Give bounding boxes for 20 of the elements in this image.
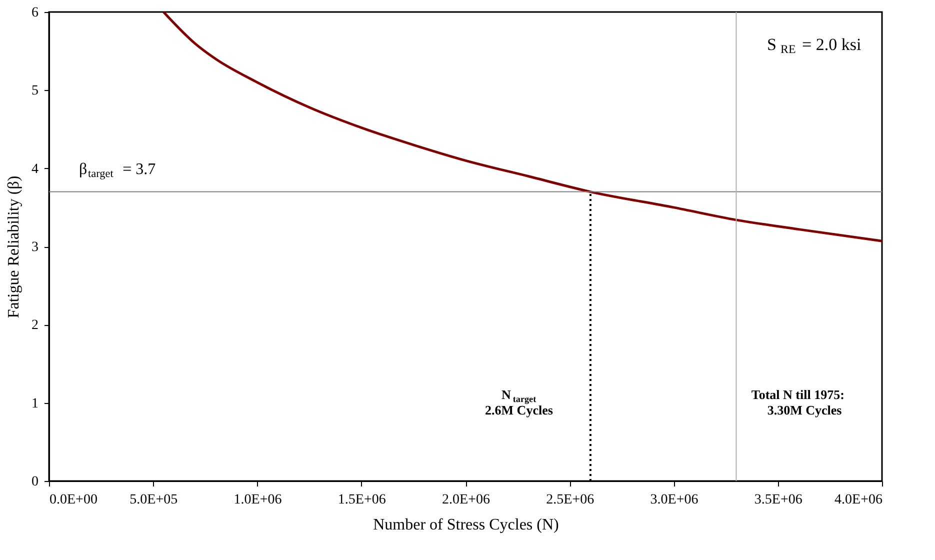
y-tick-label: 0 xyxy=(32,474,38,490)
x-tick-label: 3.0E+06 xyxy=(650,492,698,508)
y-tick-label: 2 xyxy=(32,318,38,334)
y-axis-title: Fatigue Reliability (β) xyxy=(6,176,22,318)
y-tick-label: 6 xyxy=(32,6,38,20)
y-tick-label: 3 xyxy=(32,240,38,255)
x-tick-label: 2.0E+06 xyxy=(442,492,490,508)
x-tick-label: 3.5E+06 xyxy=(754,492,802,508)
ref-line-label: Total N till 1975: 3.30M Cycles xyxy=(751,386,844,418)
x-tick-label: 4.0E+06 xyxy=(834,492,882,508)
y-tick-label: 5 xyxy=(32,84,38,99)
x-tick-label: 2.5E+06 xyxy=(546,492,594,508)
x-axis-title: Number of Stress Cycles (N) xyxy=(373,516,559,534)
x-tick-label: 1.0E+06 xyxy=(234,492,282,508)
x-tick-label: 5.0E+05 xyxy=(130,492,178,508)
y-tick-label: 1 xyxy=(32,396,38,412)
x-tick-label: 1.5E+06 xyxy=(338,492,386,508)
line-series xyxy=(162,12,882,242)
x-tick-label: 0.0E+00 xyxy=(50,492,98,508)
y-tick-label: 4 xyxy=(32,162,38,177)
